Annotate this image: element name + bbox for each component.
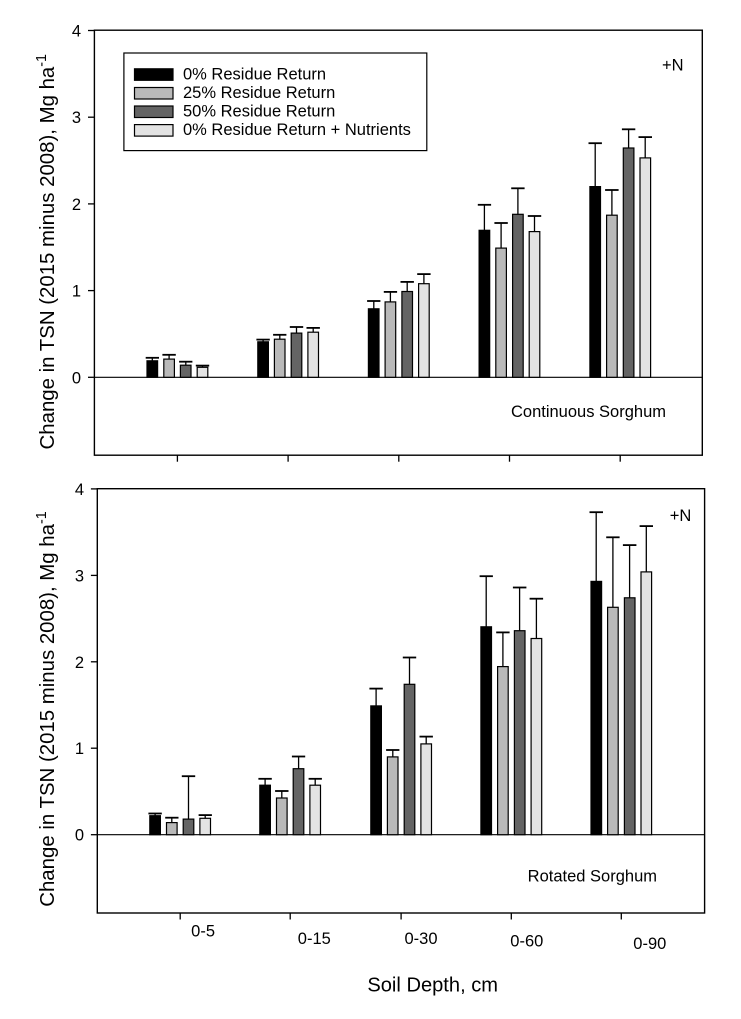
svg-text:0-90: 0-90 xyxy=(633,935,666,953)
svg-text:50% Residue Return: 50% Residue Return xyxy=(183,103,335,121)
svg-text:Change in TSN (2015 minus 2008: Change in TSN (2015 minus 2008), Mg ha-1 xyxy=(34,54,59,450)
svg-text:2: 2 xyxy=(72,196,81,214)
svg-text:1: 1 xyxy=(72,283,81,301)
svg-text:0-30: 0-30 xyxy=(404,930,437,948)
svg-text:0-15: 0-15 xyxy=(298,930,331,948)
svg-text:0: 0 xyxy=(72,369,81,387)
svg-text:25% Residue Return: 25% Residue Return xyxy=(183,84,335,102)
svg-text:0-60: 0-60 xyxy=(510,932,543,950)
svg-text:2: 2 xyxy=(75,654,84,672)
svg-text:0% Residue Return: 0% Residue Return xyxy=(183,66,326,84)
svg-text:Change in TSN (2015 minus 2008: Change in TSN (2015 minus 2008), Mg ha-1 xyxy=(34,511,59,907)
svg-text:0: 0 xyxy=(75,827,84,845)
svg-text:0% Residue Return + Nutrients: 0% Residue Return + Nutrients xyxy=(183,121,411,139)
svg-text:Continuous Sorghum: Continuous Sorghum xyxy=(511,403,666,421)
svg-text:4: 4 xyxy=(75,481,84,499)
svg-text:0-5: 0-5 xyxy=(191,923,215,941)
svg-text:+N: +N xyxy=(670,507,692,525)
svg-text:1: 1 xyxy=(75,740,84,758)
svg-text:3: 3 xyxy=(75,567,84,585)
svg-text:Soil Depth, cm: Soil Depth, cm xyxy=(367,975,498,997)
svg-text:+N: +N xyxy=(662,56,684,74)
svg-text:Rotated Sorghum: Rotated Sorghum xyxy=(528,868,657,886)
svg-text:3: 3 xyxy=(72,109,81,127)
svg-text:4: 4 xyxy=(72,23,81,41)
